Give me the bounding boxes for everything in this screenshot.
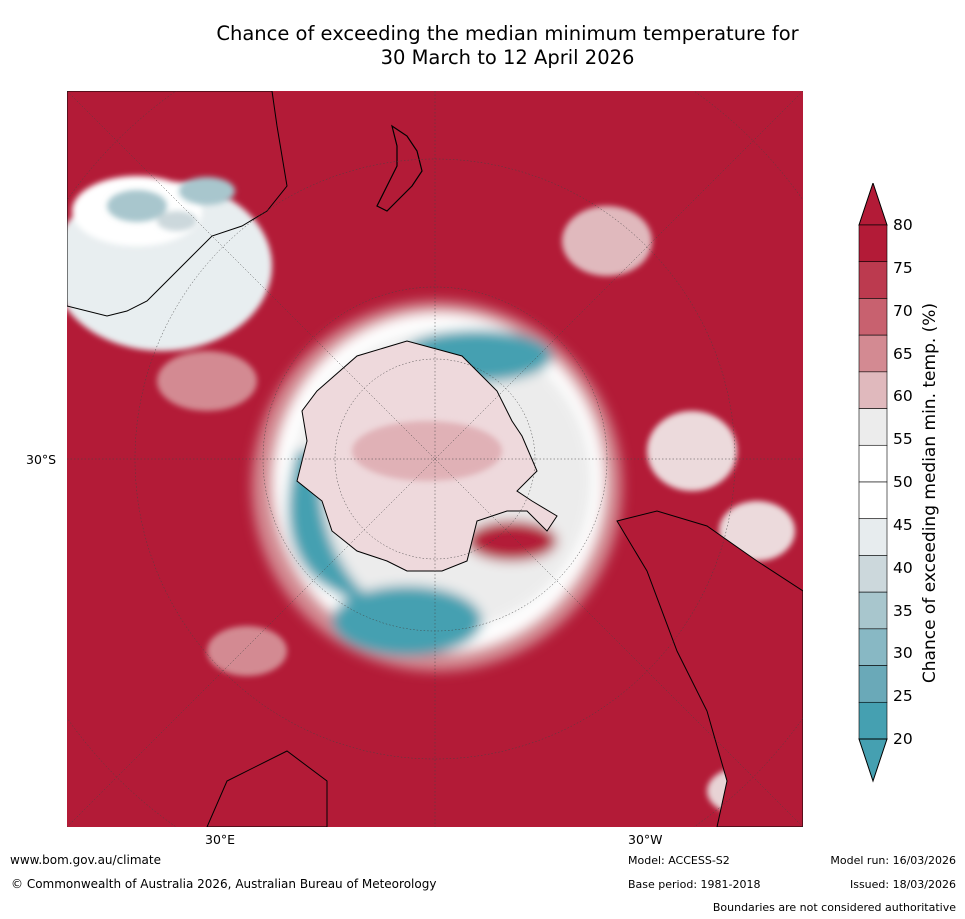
australia-coast [67, 91, 288, 317]
colorbar-segment [858, 334, 888, 373]
graticule [67, 91, 803, 827]
teal-spot-2 [179, 177, 235, 205]
south-america-coast [616, 510, 803, 827]
colorbar-segment [858, 298, 888, 336]
teal-spot-3 [157, 211, 197, 231]
colorbar-label: Chance of exceeding median min. temp. (%… [920, 302, 940, 684]
footer-copyright: © Commonwealth of Australia 2026, Austra… [11, 877, 437, 891]
colorbar-segment [858, 224, 888, 263]
patch-indian [157, 351, 257, 411]
probability-map [67, 91, 803, 827]
colorbar-tick-label: 25 [893, 687, 913, 706]
teal-bottom [332, 586, 482, 656]
lat-label-30s: 30°S [26, 452, 57, 467]
colorbar-segment [858, 408, 888, 446]
colorbar-segment [858, 628, 888, 666]
footer-disclaimer: Boundaries are not considered authoritat… [712, 901, 956, 914]
colorbar-tick-label: 45 [893, 515, 913, 534]
footer-model: Model: ACCESS-S2 [628, 854, 730, 867]
colorbar-tick-label: 65 [893, 344, 913, 363]
colorbar-segment [858, 371, 888, 409]
lon-label-30e: 30°E [205, 832, 236, 847]
colorbar-tick-label: 35 [893, 601, 913, 620]
patch-atlantic [207, 626, 287, 676]
patch-pacific [562, 206, 652, 276]
colorbar-segment [858, 665, 888, 703]
colorbar [858, 183, 888, 783]
colorbar-over-arrow [858, 183, 888, 226]
below-median-australia [107, 177, 235, 231]
title-line-1: Chance of exceeding the median minimum t… [216, 22, 799, 45]
footer-website: www.bom.gov.au/climate [10, 853, 161, 867]
colorbar-tick-label: 80 [893, 216, 913, 234]
colorbar-segment [858, 555, 888, 593]
footer-base-period: Base period: 1981-2018 [628, 878, 761, 891]
colorbar-tick-label: 70 [893, 301, 913, 320]
chart-title: Chance of exceeding the median minimum t… [60, 22, 955, 70]
antarctic-interior-pink [352, 421, 502, 481]
colorbar-segment [858, 591, 888, 630]
footer-issued: Issued: 18/03/2026 [849, 878, 956, 891]
colorbar-segment [858, 261, 888, 299]
title-line-2: 30 March to 12 April 2026 [380, 46, 635, 69]
colorbar-segment [858, 518, 888, 556]
footer-model-run: Model run: 16/03/2026 [830, 854, 956, 867]
teal-spot-1 [107, 190, 167, 222]
colorbar-segments [858, 224, 888, 740]
colorbar-segment [858, 444, 888, 483]
colorbar-tick-label: 20 [893, 730, 913, 748]
patch-far-east-2 [719, 501, 795, 561]
red-tongue [467, 521, 557, 561]
lon-label-30w: 30°W [628, 832, 663, 847]
colorbar-segment [858, 701, 888, 740]
colorbar-tick-label: 40 [893, 558, 913, 577]
colorbar-tick-label: 30 [893, 644, 913, 663]
colorbar-under-arrow [858, 738, 888, 783]
colorbar-segment [858, 481, 888, 520]
patch-far-east [647, 411, 737, 491]
africa-coast [206, 750, 328, 827]
colorbar-tick-label: 55 [893, 430, 913, 449]
colorbar-tick-label: 50 [893, 473, 913, 491]
colorbar-tick-label: 75 [893, 258, 913, 277]
colorbar-tick-label: 60 [893, 387, 913, 406]
new-zealand-coast [376, 124, 423, 212]
